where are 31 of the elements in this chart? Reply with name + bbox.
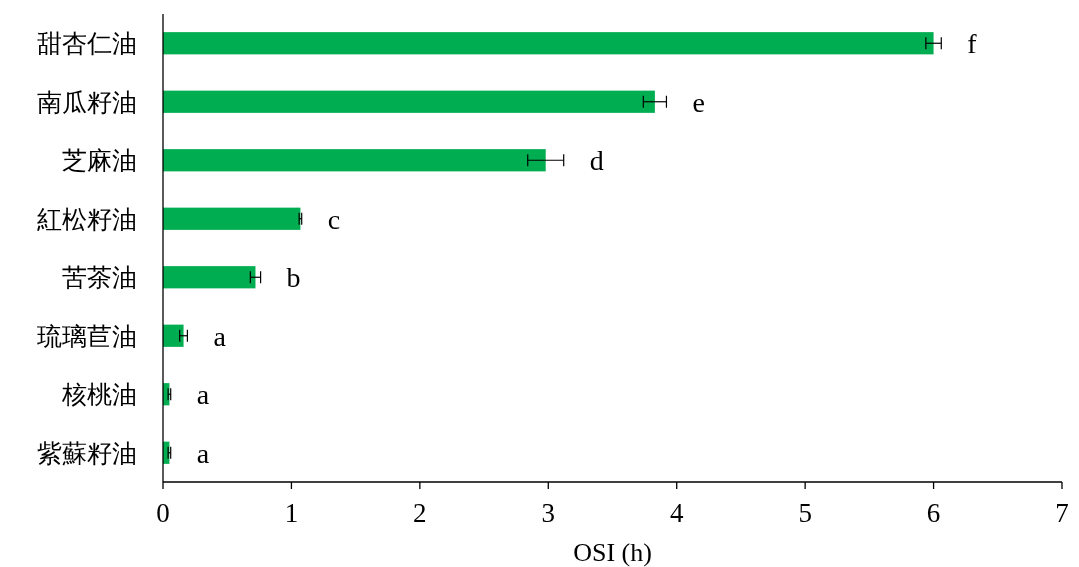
y-tick-label: 紫蘇籽油 — [37, 439, 137, 467]
annotation: a — [196, 379, 210, 411]
y-tick-label: 核桃油 — [61, 381, 137, 409]
x-tick-label: 6 — [926, 498, 941, 528]
x-tick-label: 2 — [413, 498, 427, 528]
y-tick-label: 南瓜籽油 — [37, 88, 137, 116]
bar — [163, 32, 934, 55]
x-tick-label: 7 — [1055, 498, 1069, 528]
annotation: b — [286, 262, 301, 294]
x-tick-label: 4 — [669, 498, 684, 528]
annotation: c — [327, 203, 341, 235]
annotation: d — [589, 145, 604, 177]
annotation: f — [967, 28, 978, 60]
annotation: e — [692, 86, 705, 118]
bar — [163, 207, 301, 230]
y-tick-label: 芝麻油 — [62, 147, 137, 175]
annotation: a — [213, 320, 227, 352]
y-tick-label: 琉璃苣油 — [37, 322, 137, 350]
x-tick-label: 1 — [284, 498, 299, 528]
x-axis-title: OSI (h) — [573, 538, 652, 567]
x-tick-label: 3 — [541, 498, 556, 528]
y-tick-label: 甜杏仁油 — [37, 30, 137, 58]
x-tick-label: 0 — [156, 498, 170, 528]
bar — [163, 324, 184, 347]
y-tick-label: 苦茶油 — [62, 264, 137, 292]
x-tick-label: 5 — [798, 498, 812, 528]
y-tick-label: 紅松籽油 — [37, 205, 137, 233]
bar — [163, 149, 546, 172]
annotation: a — [196, 437, 210, 469]
bar — [163, 266, 256, 289]
bar — [163, 90, 655, 113]
